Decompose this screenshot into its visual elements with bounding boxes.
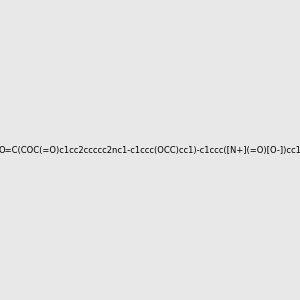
Text: O=C(COC(=O)c1cc2ccccc2nc1-c1ccc(OCC)cc1)-c1ccc([N+](=O)[O-])cc1: O=C(COC(=O)c1cc2ccccc2nc1-c1ccc(OCC)cc1)…: [0, 146, 300, 154]
